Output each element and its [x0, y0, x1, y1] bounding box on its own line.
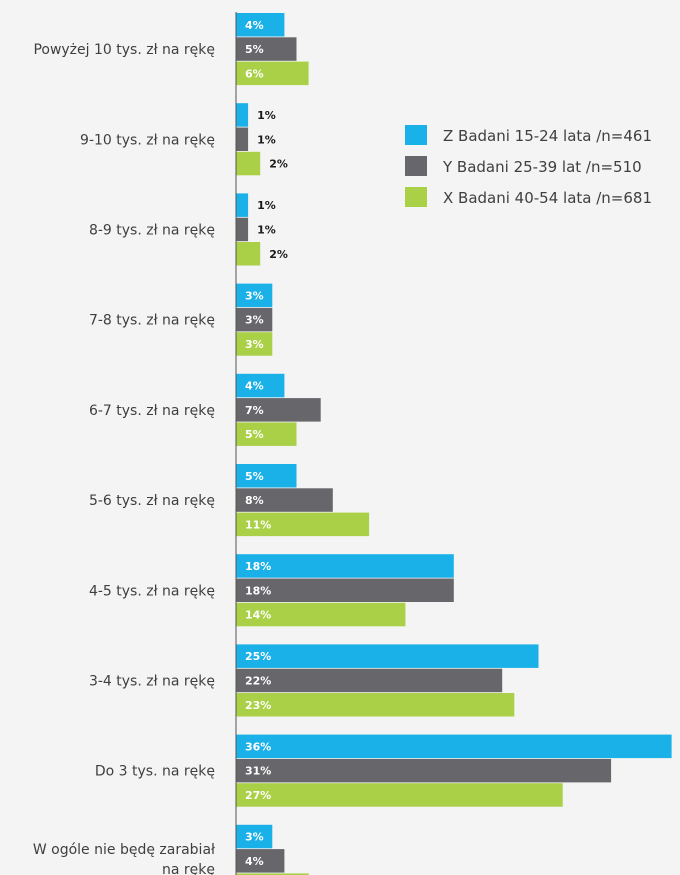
legend: Z Badani 15-24 lata /n=461 Y Badani 25-39… — [405, 125, 652, 207]
bar-value-label: 18% — [245, 584, 271, 597]
bar-value-label: 11% — [245, 518, 271, 531]
bar-z-series — [236, 464, 297, 488]
bar-value-label: 5% — [245, 428, 264, 441]
category-label: 9-10 tys. zł na rękę — [80, 132, 215, 148]
category-label: 8-9 tys. zł na rękę — [89, 222, 215, 238]
bars-layer: 4% 5% 6% 1% 1% 2% 1% 1% 2% 3% 3% 3% 4% 7% 5% 5% 8% 11% 18%… — [236, 13, 672, 875]
bar-y-series — [236, 37, 297, 61]
bar-z-series — [236, 13, 285, 37]
bar-y-series — [236, 668, 503, 693]
category-label: W ogóle nie będę zarabiał na rękę — [33, 842, 215, 875]
bar-value-label: 3% — [245, 289, 264, 302]
legend-swatch — [405, 156, 427, 176]
bar-z-series — [236, 373, 285, 398]
bar-value-label: 1% — [257, 223, 276, 236]
bar-y-series — [236, 758, 612, 783]
legend-swatch — [405, 187, 427, 207]
bar-x-series — [236, 151, 261, 176]
bar-y-series — [236, 217, 249, 242]
bar-y-series — [236, 398, 321, 422]
bar-value-label: 4% — [245, 19, 264, 32]
bar-value-label: 6% — [245, 67, 264, 80]
bar-z-series — [236, 283, 273, 308]
bar-z-series — [236, 824, 273, 849]
bar-value-label: 3% — [245, 314, 264, 327]
bar-z-series — [236, 644, 539, 668]
bar-value-label: 36% — [245, 740, 271, 753]
bar-x-series — [236, 332, 273, 356]
bar-x-series — [236, 693, 515, 717]
legend-label: Z Badani 15-24 lata /n=461 — [443, 127, 652, 145]
bar-z-series — [236, 734, 672, 759]
bar-y-series — [236, 849, 285, 873]
category-label: 5-6 tys. zł na rękę — [89, 493, 215, 509]
bar-z-series — [236, 193, 249, 217]
bar-value-label: 14% — [245, 609, 271, 622]
category-label: 7-8 tys. zł na rękę — [89, 313, 215, 329]
bar-x-series — [236, 783, 563, 807]
bar-y-series — [236, 127, 249, 151]
bar-value-label: 1% — [257, 109, 276, 122]
bar-z-series — [236, 554, 454, 578]
bar-value-label: 2% — [269, 248, 288, 261]
bar-z-series — [236, 103, 249, 127]
category-label: 4-5 tys. zł na rękę — [89, 583, 215, 599]
bar-value-label: 8% — [245, 494, 264, 507]
category-labels: Powyżej 10 tys. zł na rękę 9-10 tys. zł n… — [33, 42, 215, 875]
bar-x-series — [236, 61, 309, 86]
bar-value-label: 5% — [245, 43, 264, 56]
category-label: 3-4 tys. zł na rękę — [89, 673, 215, 689]
bar-value-label: 3% — [245, 338, 264, 351]
category-label: Do 3 tys. na rękę — [95, 764, 215, 780]
bar-value-label: 5% — [245, 470, 264, 483]
bar-value-label: 25% — [245, 650, 271, 663]
bar-x-series — [236, 242, 261, 266]
legend-label: Y Badani 25-39 lat /n=510 — [442, 158, 642, 176]
bar-value-label: 3% — [245, 831, 264, 844]
category-label: Powyżej 10 tys. zł na rękę — [33, 42, 215, 58]
bar-x-series — [236, 422, 297, 446]
bar-value-label: 1% — [257, 199, 276, 212]
bar-x-series — [236, 873, 309, 875]
bar-value-label: 4% — [245, 380, 264, 393]
legend-label: X Badani 40-54 lata /n=681 — [443, 189, 652, 207]
bar-x-series — [236, 602, 406, 627]
bar-value-label: 31% — [245, 765, 271, 778]
bar-value-label: 4% — [245, 855, 264, 868]
bar-value-label: 2% — [269, 158, 288, 171]
category-label: 6-7 tys. zł na rękę — [89, 403, 215, 419]
bar-value-label: 18% — [245, 560, 271, 573]
bar-value-label: 7% — [245, 404, 264, 417]
bar-y-series — [236, 488, 333, 512]
bar-value-label: 1% — [257, 133, 276, 146]
bar-value-label: 27% — [245, 789, 271, 802]
bar-value-label: 22% — [245, 674, 271, 687]
bar-y-series — [236, 578, 454, 602]
bar-y-series — [236, 307, 273, 332]
bar-value-label: 23% — [245, 699, 271, 712]
legend-swatch — [405, 125, 427, 145]
bar-x-series — [236, 512, 370, 537]
